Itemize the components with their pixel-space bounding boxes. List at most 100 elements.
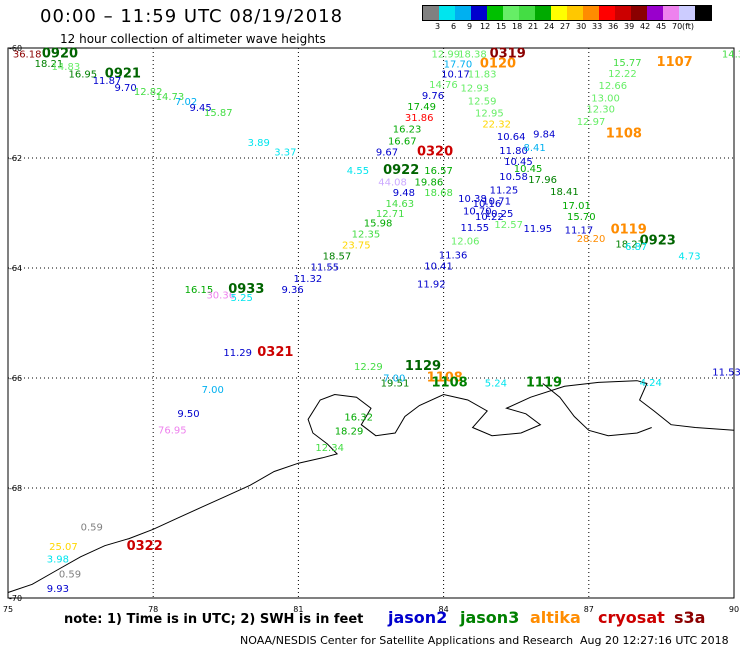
legend-swatch: [503, 6, 519, 20]
legend-swatch: [551, 6, 567, 20]
lat-tick-label: -68: [9, 484, 22, 493]
legend-tick-label: 70: [672, 22, 683, 31]
wave-height-label: 12.82: [134, 87, 163, 98]
pass-time-label: 0923: [640, 234, 676, 249]
legend-swatch: [423, 6, 439, 20]
wave-height-label: 9.84: [533, 129, 555, 140]
wave-height-label: 0.59: [59, 569, 81, 580]
wave-height-label: 12.30: [586, 105, 615, 116]
legend-swatch: [455, 6, 471, 20]
satellite-cryosat-label: cryosat: [598, 608, 665, 627]
wave-height-label: 11.95: [523, 224, 552, 235]
wave-height-label: 9.67: [376, 147, 398, 158]
wave-height-label: 9.50: [177, 409, 199, 420]
wave-height-label: 10.22: [475, 212, 504, 223]
legend-tick-label: 24: [544, 22, 555, 31]
lat-tick-label: -60: [9, 44, 22, 53]
pass-time-label: 1129: [405, 359, 441, 374]
wave-height-label: 15.87: [204, 108, 233, 119]
lon-tick-label: 90: [729, 605, 739, 614]
satellite-jason3-label: jason3: [460, 608, 520, 627]
wave-height-label: 16.57: [424, 166, 453, 177]
wave-height-label: 12.35: [352, 229, 381, 240]
wave-height-label: 16.15: [185, 285, 214, 296]
wave-height-label: 6.87: [625, 242, 647, 253]
wave-height-label: 10.70: [463, 206, 492, 217]
wave-height-label: 28.20: [577, 234, 606, 245]
legend-tick-label: 6: [451, 22, 457, 31]
wave-height-label: 11.53: [712, 367, 740, 378]
wave-height-label: 11.32: [294, 274, 323, 285]
wave-height-label: 7.00: [202, 385, 224, 396]
wave-height-label: 25.07: [49, 542, 78, 553]
legend-tick-label: 42: [640, 22, 651, 31]
wave-height-label: 10.45: [504, 157, 533, 168]
wave-height-label: 12.93: [461, 84, 490, 95]
footer-note: note: 1) Time is in UTC; 2) SWH is in fe…: [64, 612, 364, 627]
wave-height-label: 19.86: [415, 178, 444, 189]
pass-time-label: 0319: [490, 47, 526, 62]
wave-height-label: 18.41: [550, 187, 579, 198]
wave-height-label: 5.25: [231, 293, 253, 304]
legend-swatch: [487, 6, 503, 20]
wave-height-label: 11.80: [499, 146, 528, 157]
wave-height-label: 10.16: [473, 199, 502, 210]
legend-swatch: [599, 6, 615, 20]
wave-height-label: 10.71: [482, 196, 511, 207]
wave-height-label: 8.41: [523, 143, 545, 154]
legend-tick-label: 3: [435, 22, 441, 31]
wave-height-label: 11.87: [93, 76, 122, 87]
wave-height-label: 16.32: [344, 413, 373, 424]
legend-swatch: [647, 6, 663, 20]
wave-height-label: 10.41: [424, 261, 453, 272]
wave-height-label: 30.36: [206, 290, 235, 301]
pass-time-label: 1108: [606, 126, 642, 141]
wave-height-label: 17.49: [407, 102, 436, 113]
satellite-jason2-label: jason2: [388, 608, 448, 627]
coastline: [7, 380, 735, 593]
legend-tick-label: (ft): [682, 22, 695, 31]
wave-height-label: 14.83: [52, 62, 81, 73]
wave-height-label: 3.37: [274, 147, 296, 158]
wave-height-label: 17.96: [528, 175, 557, 186]
wave-height-label: 9.36: [281, 285, 303, 296]
wave-height-label: 9.45: [190, 103, 212, 114]
wave-height-label: 15.77: [613, 58, 642, 69]
pass-time-label: 0922: [383, 163, 419, 178]
legend-tick-label: 18: [512, 22, 523, 31]
wave-height-label: 13.00: [591, 94, 620, 105]
wave-height-label: 11.92: [417, 279, 446, 290]
lon-tick-label: 81: [293, 605, 303, 614]
wave-height-label: 16.95: [69, 69, 98, 80]
wave-height-label: 10.25: [485, 209, 514, 220]
wave-height-label: 17.70: [444, 59, 473, 70]
legend-swatch: [663, 6, 679, 20]
legend-tick-label: 21: [528, 22, 539, 31]
lon-tick-label: 78: [148, 605, 158, 614]
legend-swatch: [695, 6, 711, 20]
wave-height-label: 3.89: [248, 138, 270, 149]
legend-tick-label: 27: [560, 22, 571, 31]
timestamp: Aug 20 12:27:16 UTC 2018: [580, 634, 729, 647]
wave-height-label: 31.86: [405, 113, 434, 124]
wave-height-label: 0.59: [81, 523, 103, 534]
satellite-altika-label: altika: [530, 608, 581, 627]
wave-height-label: 12.99: [432, 50, 461, 61]
legend-swatch: [631, 6, 647, 20]
legend-tick-label: 9: [467, 22, 473, 31]
lon-tick-label: 87: [584, 605, 594, 614]
pass-time-label: 1107: [657, 55, 693, 70]
legend-swatch: [679, 6, 695, 20]
wave-height-label: 9.70: [114, 83, 136, 94]
legend-tick-label: 39: [624, 22, 635, 31]
pass-time-label: 1108: [427, 370, 463, 385]
wave-height-label: 18.29: [335, 426, 364, 437]
wave-height-label: 11.55: [461, 223, 490, 234]
coastline-shelf: [542, 383, 652, 437]
wave-height-label: 12.29: [354, 362, 383, 373]
legend-tick-label: 30: [576, 22, 587, 31]
legend-swatch: [439, 6, 455, 20]
wave-height-label: 18.21: [35, 59, 64, 70]
wave-height-label: 10.64: [497, 132, 526, 143]
